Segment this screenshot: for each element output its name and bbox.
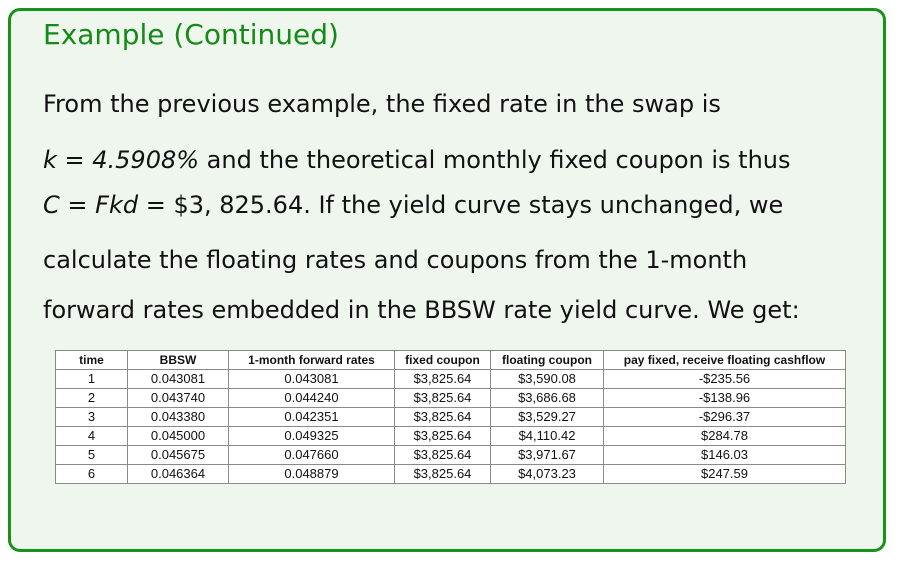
cell-fixed-coupon: $3,825.64 xyxy=(394,369,491,389)
cell-forward-rate: 0.049325 xyxy=(228,426,395,446)
table-header-row: time BBSW 1-month forward rates fixed co… xyxy=(55,350,846,370)
cell-fixed-coupon: $3,825.64 xyxy=(394,445,491,465)
text-line-5: forward rates embedded in the BBSW rate … xyxy=(43,296,800,324)
cell-floating-coupon: $3,971.67 xyxy=(490,445,604,465)
table-row: 3 0.043380 0.042351 $3,825.64 $3,529.27 … xyxy=(55,407,846,427)
cell-cashflow: $146.03 xyxy=(603,445,846,465)
math-coupon-formula: Fkd xyxy=(95,191,139,219)
cell-fixed-coupon: $3,825.64 xyxy=(394,388,491,408)
block-title: Example (Continued) xyxy=(43,18,339,51)
table-row: 6 0.046364 0.048879 $3,825.64 $4,073.23 … xyxy=(55,464,846,484)
header-floating-coupon: floating coupon xyxy=(490,350,604,370)
text-line-2: k = 4.5908% and the theoretical monthly … xyxy=(43,146,791,174)
cell-forward-rate: 0.044240 xyxy=(228,388,395,408)
cell-forward-rate: 0.043081 xyxy=(228,369,395,389)
header-forward-rates: 1-month forward rates xyxy=(228,350,395,370)
cashflow-table: time BBSW 1-month forward rates fixed co… xyxy=(55,350,846,484)
cell-floating-coupon: $3,529.27 xyxy=(490,407,604,427)
cell-cashflow: -$138.96 xyxy=(603,388,846,408)
text-line-1: From the previous example, the fixed rat… xyxy=(43,90,721,118)
text-line-3: C = Fkd = $3, 825.64. If the yield curve… xyxy=(43,191,783,219)
cell-forward-rate: 0.042351 xyxy=(228,407,395,427)
text-line-4: calculate the floating rates and coupons… xyxy=(43,246,748,274)
math-coupon-value: = $3, 825.64 xyxy=(138,191,304,219)
cell-fixed-coupon: $3,825.64 xyxy=(394,426,491,446)
cell-forward-rate: 0.048879 xyxy=(228,464,395,484)
cell-cashflow: -$296.37 xyxy=(603,407,846,427)
cell-bbsw: 0.045675 xyxy=(127,445,229,465)
cell-bbsw: 0.046364 xyxy=(127,464,229,484)
table-row: 2 0.043740 0.044240 $3,825.64 $3,686.68 … xyxy=(55,388,846,408)
cell-floating-coupon: $4,073.23 xyxy=(490,464,604,484)
cell-floating-coupon: $3,686.68 xyxy=(490,388,604,408)
cell-bbsw: 0.043740 xyxy=(127,388,229,408)
cell-fixed-coupon: $3,825.64 xyxy=(394,464,491,484)
table-row: 1 0.043081 0.043081 $3,825.64 $3,590.08 … xyxy=(55,369,846,389)
cell-time: 5 xyxy=(55,445,128,465)
cell-cashflow: $284.78 xyxy=(603,426,846,446)
math-coupon-symbol: C xyxy=(43,191,60,219)
table-row: 4 0.045000 0.049325 $3,825.64 $4,110.42 … xyxy=(55,426,846,446)
cell-bbsw: 0.043081 xyxy=(127,369,229,389)
cell-time: 6 xyxy=(55,464,128,484)
math-equals-1: = xyxy=(59,191,96,219)
cell-bbsw: 0.045000 xyxy=(127,426,229,446)
text-line-3-rest: . If the yield curve stays unchanged, we xyxy=(303,191,784,219)
cell-floating-coupon: $4,110.42 xyxy=(490,426,604,446)
header-time: time xyxy=(55,350,128,370)
math-fixed-rate: k = 4.5908% xyxy=(43,146,200,174)
header-cashflow: pay fixed, receive floating cashflow xyxy=(603,350,846,370)
cell-fixed-coupon: $3,825.64 xyxy=(394,407,491,427)
cell-time: 1 xyxy=(55,369,128,389)
header-fixed-coupon: fixed coupon xyxy=(394,350,491,370)
cell-forward-rate: 0.047660 xyxy=(228,445,395,465)
text-line-2-rest: and the theoretical monthly fixed coupon… xyxy=(199,146,791,174)
cell-time: 3 xyxy=(55,407,128,427)
cell-time: 2 xyxy=(55,388,128,408)
header-bbsw: BBSW xyxy=(127,350,229,370)
cell-bbsw: 0.043380 xyxy=(127,407,229,427)
cell-cashflow: $247.59 xyxy=(603,464,846,484)
cell-time: 4 xyxy=(55,426,128,446)
table-row: 5 0.045675 0.047660 $3,825.64 $3,971.67 … xyxy=(55,445,846,465)
cell-floating-coupon: $3,590.08 xyxy=(490,369,604,389)
cell-cashflow: -$235.56 xyxy=(603,369,846,389)
